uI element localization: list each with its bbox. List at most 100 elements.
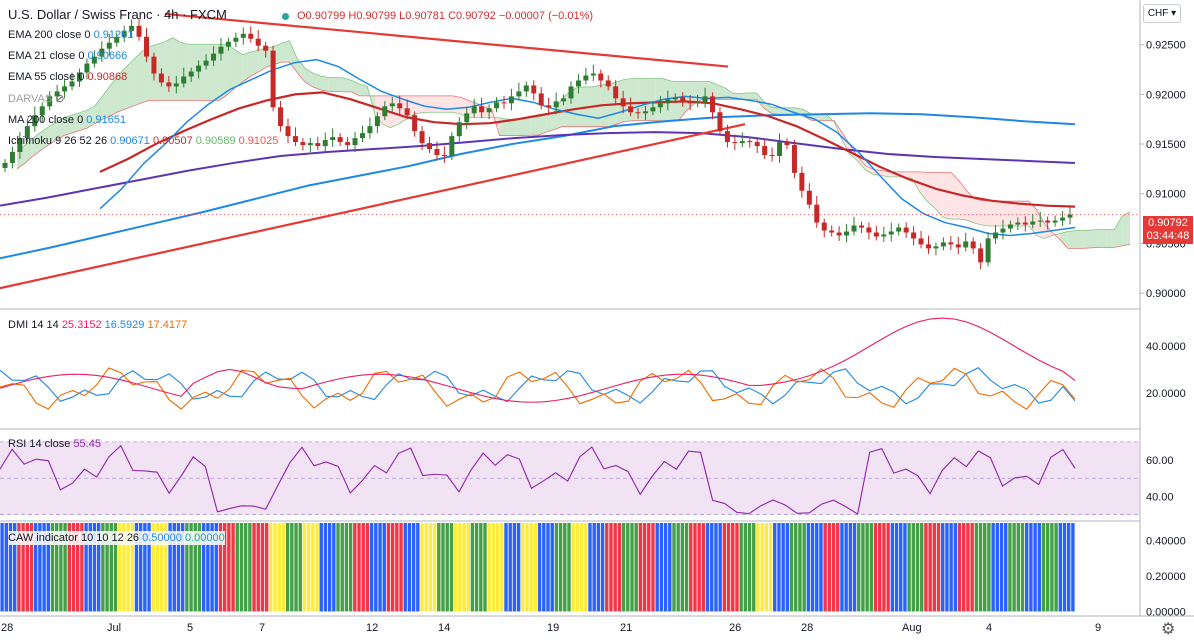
candle-body[interactable] bbox=[449, 136, 455, 156]
candle-body[interactable] bbox=[412, 115, 418, 132]
candle-body[interactable] bbox=[32, 115, 38, 127]
candle-body[interactable] bbox=[1022, 222, 1028, 225]
candle-body[interactable] bbox=[1015, 222, 1021, 225]
candle-body[interactable] bbox=[359, 133, 365, 139]
candle-body[interactable] bbox=[829, 230, 835, 233]
candle-body[interactable] bbox=[69, 81, 75, 87]
candle-body[interactable] bbox=[144, 36, 150, 57]
candle-body[interactable] bbox=[628, 106, 634, 113]
candle-body[interactable] bbox=[114, 36, 120, 43]
currency-selector[interactable]: CHF ▾ bbox=[1143, 4, 1181, 23]
candle-body[interactable] bbox=[605, 80, 611, 87]
candle-body[interactable] bbox=[136, 25, 142, 37]
candle-body[interactable] bbox=[255, 38, 261, 46]
candle-body[interactable] bbox=[39, 106, 45, 116]
candle-body[interactable] bbox=[352, 138, 358, 146]
candle-body[interactable] bbox=[158, 73, 164, 83]
legend-caw[interactable]: CAW indicator 10 10 12 26 0.50000 0.0000… bbox=[8, 531, 225, 545]
candle-body[interactable] bbox=[538, 93, 544, 106]
candle-body[interactable] bbox=[516, 91, 522, 97]
candle-body[interactable] bbox=[739, 141, 745, 144]
candle-body[interactable] bbox=[17, 138, 23, 153]
candle-body[interactable] bbox=[47, 96, 53, 107]
candle-body[interactable] bbox=[91, 56, 97, 64]
candle-body[interactable] bbox=[1060, 217, 1066, 221]
candle-body[interactable] bbox=[330, 137, 336, 141]
candle-body[interactable] bbox=[404, 108, 410, 116]
candle-body[interactable] bbox=[881, 234, 887, 237]
candle-body[interactable] bbox=[844, 231, 850, 236]
candle-body[interactable] bbox=[1000, 228, 1006, 233]
candle-body[interactable] bbox=[985, 238, 991, 263]
candle-body[interactable] bbox=[970, 241, 976, 249]
candle-body[interactable] bbox=[1052, 220, 1058, 223]
candle-body[interactable] bbox=[903, 227, 909, 233]
candle-body[interactable] bbox=[754, 142, 760, 147]
legend-ema55[interactable]: EMA 55 close 0 0.90868 bbox=[8, 71, 128, 83]
candle-body[interactable] bbox=[568, 86, 574, 99]
legend-ma200[interactable]: MA 200 close 0 0.91651 bbox=[8, 114, 127, 126]
candle-body[interactable] bbox=[1045, 220, 1051, 223]
candle-body[interactable] bbox=[896, 227, 902, 232]
candle-body[interactable] bbox=[1037, 220, 1043, 222]
candle-body[interactable] bbox=[911, 232, 917, 239]
candle-body[interactable] bbox=[106, 42, 112, 49]
candle-body[interactable] bbox=[486, 108, 492, 113]
candle-body[interactable] bbox=[285, 126, 291, 137]
candle-body[interactable] bbox=[292, 136, 298, 143]
candle-body[interactable] bbox=[121, 30, 127, 37]
candle-body[interactable] bbox=[858, 225, 864, 228]
candle-body[interactable] bbox=[836, 232, 842, 236]
candle-body[interactable] bbox=[337, 137, 343, 143]
candle-body[interactable] bbox=[188, 71, 194, 77]
candle-body[interactable] bbox=[657, 103, 663, 108]
candle-body[interactable] bbox=[508, 96, 514, 104]
candle-body[interactable] bbox=[993, 232, 999, 239]
candle-body[interactable] bbox=[129, 25, 135, 31]
candle-body[interactable] bbox=[464, 113, 470, 123]
candle-body[interactable] bbox=[702, 96, 708, 103]
candle-body[interactable] bbox=[575, 80, 581, 87]
legend-ichimoku[interactable]: Ichimoku 9 26 52 26 0.90671 0.90507 0.90… bbox=[8, 135, 279, 147]
legend-darvas[interactable]: DARVAS ⊘ bbox=[8, 93, 65, 105]
candle-body[interactable] bbox=[24, 126, 30, 139]
settings-gear-icon[interactable]: ⚙ bbox=[1161, 621, 1176, 638]
candle-body[interactable] bbox=[382, 106, 388, 117]
candle-body[interactable] bbox=[300, 142, 306, 146]
candle-body[interactable] bbox=[2, 162, 8, 168]
candle-body[interactable] bbox=[851, 225, 857, 232]
support-trendline[interactable] bbox=[0, 123, 746, 290]
candle-body[interactable] bbox=[9, 152, 15, 163]
hidden-eye-icon[interactable]: ⊘ bbox=[55, 93, 65, 105]
candle-body[interactable] bbox=[218, 46, 224, 54]
candle-body[interactable] bbox=[955, 244, 961, 248]
candle-body[interactable] bbox=[1030, 221, 1036, 225]
candle-body[interactable] bbox=[933, 246, 939, 249]
candle-body[interactable] bbox=[925, 244, 931, 249]
candle-body[interactable] bbox=[523, 85, 529, 92]
candle-body[interactable] bbox=[203, 60, 209, 66]
candle-body[interactable] bbox=[732, 142, 738, 144]
candle-body[interactable] bbox=[501, 102, 507, 104]
candle-body[interactable] bbox=[151, 56, 157, 74]
candle-body[interactable] bbox=[173, 83, 179, 87]
candle-body[interactable] bbox=[233, 37, 239, 42]
candle-body[interactable] bbox=[531, 85, 537, 94]
candle-body[interactable] bbox=[479, 106, 485, 113]
candle-body[interactable] bbox=[940, 242, 946, 247]
legend-rsi[interactable]: RSI 14 close 55.45 bbox=[8, 438, 101, 450]
legend-ema200[interactable]: EMA 200 close 0 0.91261 bbox=[8, 29, 134, 41]
candle-body[interactable] bbox=[665, 99, 671, 104]
candle-body[interactable] bbox=[166, 82, 172, 87]
resistance-trendline[interactable] bbox=[164, 12, 729, 68]
candle-body[interactable] bbox=[1007, 224, 1013, 229]
candle-body[interactable] bbox=[821, 222, 827, 231]
candle-body[interactable] bbox=[62, 86, 68, 92]
candle-body[interactable] bbox=[561, 98, 567, 102]
candle-body[interactable] bbox=[598, 73, 604, 81]
candle-body[interactable] bbox=[978, 248, 984, 263]
candle-body[interactable] bbox=[963, 241, 969, 248]
candle-body[interactable] bbox=[918, 238, 924, 245]
candle-body[interactable] bbox=[345, 142, 351, 146]
candle-body[interactable] bbox=[315, 143, 321, 147]
